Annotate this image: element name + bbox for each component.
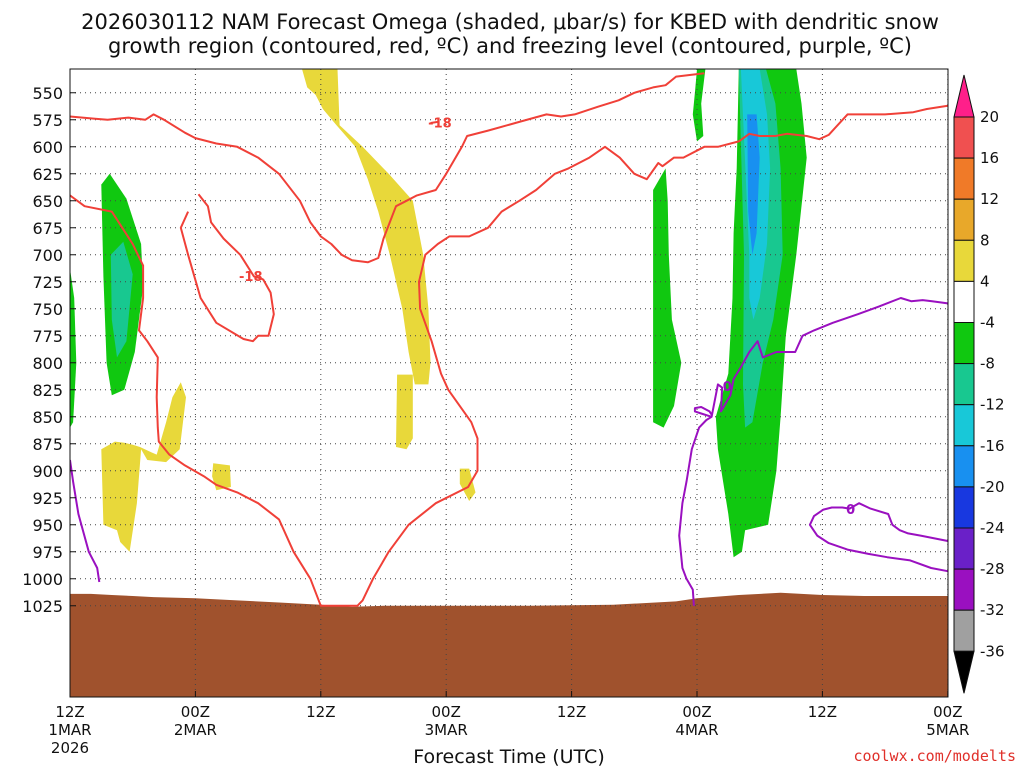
colorbar-label-2: 16	[980, 149, 999, 167]
colorbar-upper-arrow	[953, 74, 975, 118]
freezing-contour-4	[808, 502, 948, 573]
freezing-contour-2	[678, 297, 948, 606]
omega-shade-yellow-5	[101, 382, 186, 552]
y-tick-label-750: 750	[32, 300, 63, 319]
chart-title-line-1: 2026030112 NAM Forecast Omega (shaded, μ…	[81, 10, 939, 34]
y-tick-label-1000: 1000	[22, 570, 63, 589]
contour-label-1: -18	[428, 117, 452, 132]
omega-shade-teal-1	[110, 241, 133, 358]
omega-shade-yellow-2	[396, 374, 413, 450]
colorbar: 20 16 12 8 4 -4 -8 -12 -16 -20 -24 -28 -32 -36	[953, 74, 1005, 694]
y-tick-label-725: 725	[32, 273, 63, 292]
y-tick-label-550: 550	[32, 84, 63, 103]
colorbar-box-6	[953, 322, 975, 365]
credit-text: coolwx.com/modelts	[853, 747, 1016, 765]
contour-lines	[70, 72, 948, 607]
omega-shading	[70, 69, 807, 558]
omega-shade-green-3	[692, 69, 706, 142]
omega-shade-blue-1	[747, 114, 760, 255]
colorbar-label-6: -4	[980, 314, 995, 332]
freezing-contour-1	[70, 459, 101, 583]
colorbar-label-8: -12	[980, 396, 1005, 414]
terrain	[70, 592, 948, 697]
x-tick-label-3: 00Z	[432, 703, 461, 721]
colorbar-box-7	[953, 363, 975, 406]
y-axis: 550 575 600 625 650 675 700 725 750 775 800 825 850 8…	[22, 84, 76, 616]
x-tick-label-7: 00Z	[933, 703, 962, 721]
x-tick-date-3: 3MAR	[425, 721, 468, 739]
y-tick-label-825: 825	[32, 381, 63, 400]
freezing-contour-3	[693, 406, 713, 418]
colorbar-label-7: -8	[980, 355, 995, 373]
contour-label-2: -18	[239, 270, 263, 285]
y-tick-label-800: 800	[32, 354, 63, 373]
colorbar-label-4: 8	[980, 231, 990, 249]
y-tick-label-600: 600	[32, 138, 63, 157]
y-tick-label-625: 625	[32, 165, 63, 184]
colorbar-lower-arrow	[953, 650, 975, 694]
x-axis-label: Forecast Time (UTC)	[413, 746, 604, 768]
y-tick-label-975: 975	[32, 543, 63, 562]
colorbar-box-12	[953, 568, 975, 611]
colorbar-label-12: -28	[980, 560, 1005, 578]
y-tick-label-900: 900	[32, 462, 63, 481]
omega-shade-yellow-4	[212, 463, 231, 491]
omega-shade-green-4	[653, 168, 682, 428]
colorbar-box-13	[953, 609, 975, 652]
dgz-contour-4	[430, 120, 438, 124]
x-tick-date-5: 4MAR	[675, 721, 718, 739]
colorbar-label-9: -16	[980, 437, 1005, 455]
terrain-shading	[70, 592, 948, 697]
colorbar-label-10: -20	[980, 478, 1005, 496]
x-tick-date-0: 1MAR	[48, 721, 91, 739]
y-tick-label-1025: 1025	[22, 597, 63, 616]
x-tick-date-1: 2MAR	[174, 721, 217, 739]
y-tick-label-700: 700	[32, 246, 63, 265]
colorbar-label-5: 4	[980, 272, 990, 290]
chart-title-line-2: growth region (contoured, red, ºC) and f…	[108, 34, 912, 58]
colorbar-box-8	[953, 404, 975, 447]
colorbar-label-1: 20	[980, 108, 999, 126]
colorbar-label-13: -32	[980, 601, 1005, 619]
x-tick-label-0: 12Z	[55, 703, 84, 721]
plot-frame	[69, 68, 949, 698]
omega-shade-green-2	[70, 268, 77, 428]
colorbar-box-3	[953, 198, 975, 241]
dgz-contour-2	[70, 104, 948, 607]
dgz-contour-3	[179, 193, 275, 343]
contour-label-4: 0	[846, 503, 855, 518]
x-tick-label-1: 00Z	[181, 703, 210, 721]
y-tick-label-575: 575	[32, 111, 63, 130]
omega-shade-yellow-3	[459, 468, 476, 501]
y-tick-label-675: 675	[32, 219, 63, 238]
y-tick-label-875: 875	[32, 435, 63, 454]
colorbar-box-9	[953, 445, 975, 488]
colorbar-box-1	[953, 116, 975, 159]
y-tick-label-950: 950	[32, 516, 63, 535]
contour-label-3: 0	[723, 380, 732, 395]
x-tick-date-7: 5MAR	[926, 721, 969, 739]
x-tick-label-4: 12Z	[557, 703, 586, 721]
colorbar-label-14: -36	[980, 642, 1005, 660]
omega-shade-yellow-1	[302, 69, 431, 385]
colorbar-box-2	[953, 157, 975, 200]
colorbar-label-11: -24	[980, 519, 1005, 537]
colorbar-box-4	[953, 239, 975, 282]
x-tick-label-6: 12Z	[808, 703, 837, 721]
colorbar-box-5	[953, 280, 975, 323]
colorbar-box-11	[953, 527, 975, 570]
x-tick-label-5: 00Z	[682, 703, 711, 721]
y-tick-label-775: 775	[32, 327, 63, 346]
contour-labels: -18 -18 0 0	[239, 117, 855, 519]
dgz-contour-1	[70, 72, 705, 264]
x-tick-label-2: 12Z	[306, 703, 335, 721]
y-tick-label-925: 925	[32, 489, 63, 508]
y-tick-label-650: 650	[32, 192, 63, 211]
y-tick-label-850: 850	[32, 408, 63, 427]
colorbar-box-10	[953, 486, 975, 529]
x-tick-year-0: 2026	[51, 739, 89, 757]
colorbar-label-3: 12	[980, 190, 999, 208]
